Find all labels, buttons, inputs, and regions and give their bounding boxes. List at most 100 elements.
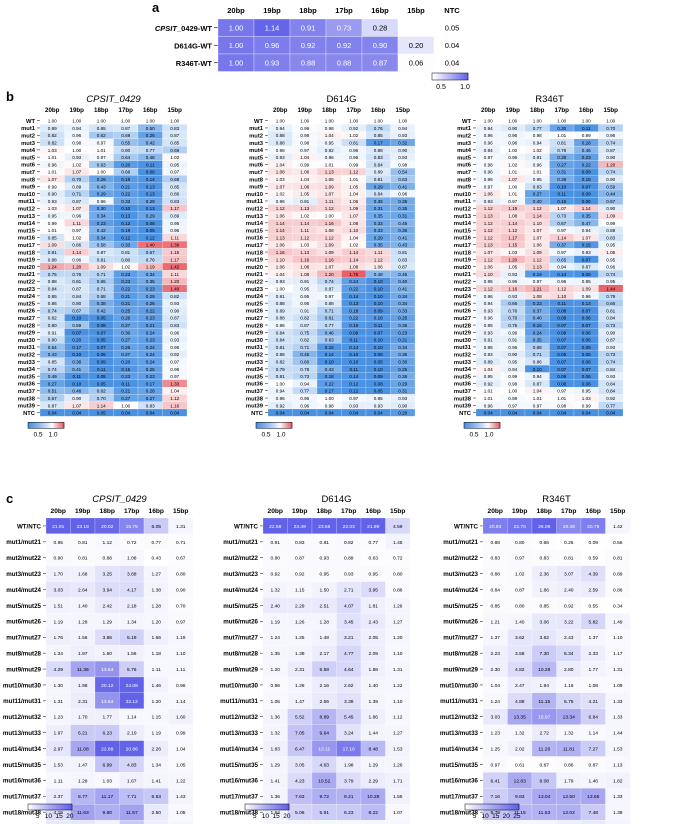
row-label-b: mut33 <box>246 360 264 366</box>
cell-value-c: 17.16 <box>343 746 356 752</box>
cell-value-b: 0.81 <box>349 140 358 145</box>
cell-value-c: 2.97 <box>53 746 63 752</box>
cell-value-b: 0.70 <box>508 316 517 321</box>
col-header-b: 19bp <box>298 107 313 114</box>
colorbar-c-segment <box>472 804 476 810</box>
cell-value-b: 0.95 <box>508 359 517 364</box>
cell-value-b: 0.43 <box>97 184 106 189</box>
cell-value-b: 1.02 <box>533 148 542 153</box>
colorbar-c-segment <box>255 804 258 810</box>
cell-value-b: 0.97 <box>170 374 179 379</box>
cell-value-b: 0.31 <box>374 206 383 211</box>
colorbar-b-segment <box>471 422 474 429</box>
cell-value-b: 0.54 <box>398 170 407 175</box>
cell-value-b: 0.82 <box>48 316 57 321</box>
row-label-b: mut4 <box>21 148 36 154</box>
row-label-b: mut38 <box>454 396 472 402</box>
cell-value-b: 0.68 <box>533 345 542 350</box>
cell-value-b: 1.16 <box>508 286 517 291</box>
cell-value-c: 0.86 <box>393 587 403 593</box>
cell-value-b: 0.89 <box>48 126 57 131</box>
cell-value-c: 3.22 <box>564 619 574 625</box>
row-label-a: R346T-WT <box>176 59 213 68</box>
cell-value-b: 0.40 <box>398 279 407 284</box>
cell-value-b: 0.96 <box>325 155 334 160</box>
cell-value-b: 1.00 <box>325 213 334 218</box>
cell-value-c: 1.02 <box>515 572 525 578</box>
row-label-b: mut10 <box>18 192 35 198</box>
cell-value-b: 0.94 <box>533 140 542 145</box>
cell-value-c: 1.14 <box>176 699 186 705</box>
row-label-b: mut21 <box>18 272 36 278</box>
cell-value-c: 0.95 <box>53 540 63 546</box>
row-label-b: mut18 <box>246 250 264 256</box>
cell-value-b: 1.10 <box>484 272 493 277</box>
heatmap-cell-c <box>168 819 194 824</box>
cell-value-c: 0.97 <box>490 762 500 768</box>
row-label-b: mut32 <box>454 352 471 358</box>
cell-value-b: 1.44 <box>606 286 615 291</box>
col-header-c: 15bp <box>173 508 188 515</box>
colorbar-b-segment <box>286 422 289 429</box>
cell-value-b: 0.04 <box>533 411 542 416</box>
colorbar-b-segment <box>31 422 34 429</box>
cell-value-c: 13.65 <box>587 794 600 800</box>
heatmap-cell-c <box>70 819 96 824</box>
cell-value-b: 0.22 <box>582 162 591 167</box>
row-label-b: mut27 <box>246 316 263 322</box>
cell-value-c: 9.64 <box>319 731 329 737</box>
cell-value-b: 0.89 <box>72 184 81 189</box>
col-header-b: 15bp <box>168 107 183 114</box>
cell-value-c: 0.81 <box>78 540 88 546</box>
colorbar-b-segment <box>284 422 287 429</box>
colorbar-b-segment <box>498 422 501 429</box>
cell-value-b: 0.90 <box>170 308 179 313</box>
cell-value-c: 12.83 <box>514 778 527 784</box>
cell-value-b: 0.18 <box>349 308 358 313</box>
cell-value-c: 13.54 <box>101 699 114 705</box>
row-label-b: mut19 <box>18 258 36 264</box>
cell-value-c: 1.70 <box>53 572 63 578</box>
row-label-b: mut16 <box>246 236 264 242</box>
cell-value-b: 0.26 <box>146 133 155 138</box>
cell-value-b: 0.09 <box>557 374 566 379</box>
cell-value-b: 0.82 <box>300 316 309 321</box>
col-header-b: 16bp <box>579 107 594 114</box>
row-label-c: mut7/mut27 <box>6 635 41 642</box>
row-label-b: NTC <box>23 411 36 417</box>
colorbar-c-segment <box>273 804 276 810</box>
cell-value-b: 0.27 <box>48 381 57 386</box>
cell-value-c: 1.53 <box>613 746 623 752</box>
cell-value-b: 0.87 <box>121 126 130 131</box>
cell-value-b: 0.07 <box>557 359 566 364</box>
cell-value-b: 0.87 <box>398 265 407 270</box>
row-label-b: mut8 <box>21 177 36 183</box>
cell-value-b: 0.95 <box>484 279 493 284</box>
cell-value-b: 0.25 <box>398 316 407 321</box>
cell-value-c: 9.21 <box>344 794 354 800</box>
cell-value-b: 0.36 <box>398 352 407 357</box>
cell-value-b: 0.96 <box>484 177 493 182</box>
cell-value-b: 1.04 <box>484 367 493 372</box>
row-label-b: mut6 <box>457 163 472 169</box>
cell-value-b: 0.96 <box>484 316 493 321</box>
heatmap-cell-c <box>119 819 145 824</box>
cell-value-c: 3.25 <box>102 572 112 578</box>
row-label-b: mut12 <box>454 206 471 212</box>
cell-value-c: 4.63 <box>319 762 329 768</box>
row-label-b: mut20 <box>454 265 471 271</box>
cell-value-b: 1.01 <box>97 148 106 153</box>
row-label-b: mut2 <box>249 133 263 139</box>
cell-value-b: 1.02 <box>300 213 309 218</box>
cell-value-b: 0.69 <box>170 148 179 153</box>
cell-value-c: 1.08 <box>127 556 137 562</box>
col-header-c: 19bp <box>292 508 307 515</box>
cell-value-b: 0.84 <box>606 316 615 321</box>
cell-value-a: 0.91 <box>301 23 316 32</box>
row-label-b: mut24 <box>246 294 264 300</box>
cell-value-b: 0.05 <box>97 381 106 386</box>
cell-value-c: 2.09 <box>368 651 378 657</box>
cell-value-b: 0.35 <box>374 243 383 248</box>
cell-value-b: 0.31 <box>398 213 407 218</box>
